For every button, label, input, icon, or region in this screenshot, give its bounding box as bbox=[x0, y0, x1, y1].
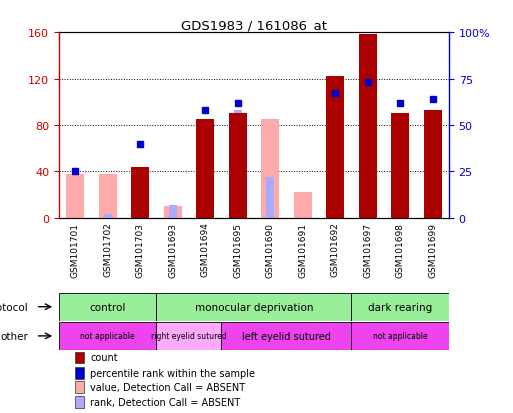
Text: rank, Detection Call = ABSENT: rank, Detection Call = ABSENT bbox=[90, 397, 241, 407]
Bar bbox=[351, 322, 449, 350]
Bar bbox=[424, 111, 442, 218]
Text: GSM101703: GSM101703 bbox=[136, 222, 145, 277]
Bar bbox=[74, 396, 84, 408]
Text: dark rearing: dark rearing bbox=[368, 302, 432, 312]
Text: GSM101702: GSM101702 bbox=[103, 222, 112, 277]
Bar bbox=[156, 293, 351, 321]
Text: monocular deprivation: monocular deprivation bbox=[195, 302, 313, 312]
Bar bbox=[261, 120, 279, 218]
Text: other: other bbox=[0, 331, 28, 341]
Text: GSM101691: GSM101691 bbox=[298, 222, 307, 277]
Text: value, Detection Call = ABSENT: value, Detection Call = ABSENT bbox=[90, 382, 245, 392]
Text: GSM101690: GSM101690 bbox=[266, 222, 274, 277]
Bar bbox=[59, 293, 156, 321]
Text: GSM101694: GSM101694 bbox=[201, 222, 210, 277]
Bar bbox=[326, 77, 344, 218]
Text: control: control bbox=[90, 302, 126, 312]
Bar bbox=[74, 352, 84, 363]
Text: protocol: protocol bbox=[0, 302, 28, 312]
Text: GSM101695: GSM101695 bbox=[233, 222, 242, 277]
Text: GSM101693: GSM101693 bbox=[168, 222, 177, 277]
Bar bbox=[294, 193, 311, 218]
Bar bbox=[169, 205, 177, 218]
Bar bbox=[222, 322, 351, 350]
Text: count: count bbox=[90, 353, 118, 363]
Bar bbox=[266, 178, 274, 218]
Bar bbox=[74, 367, 84, 379]
Bar bbox=[59, 322, 156, 350]
Bar bbox=[156, 322, 222, 350]
Bar bbox=[99, 174, 116, 218]
Text: GSM101692: GSM101692 bbox=[331, 222, 340, 277]
Bar bbox=[391, 114, 409, 218]
Text: GSM101697: GSM101697 bbox=[363, 222, 372, 277]
Text: not applicable: not applicable bbox=[81, 332, 135, 341]
Bar bbox=[74, 382, 84, 393]
Bar bbox=[233, 111, 242, 218]
Bar bbox=[66, 174, 84, 218]
Text: GSM101699: GSM101699 bbox=[428, 222, 437, 277]
Text: percentile rank within the sample: percentile rank within the sample bbox=[90, 368, 255, 378]
Bar bbox=[359, 36, 377, 218]
Bar bbox=[131, 167, 149, 218]
Bar bbox=[164, 207, 182, 218]
Text: GSM101698: GSM101698 bbox=[396, 222, 405, 277]
Bar bbox=[229, 120, 247, 218]
Bar bbox=[351, 293, 449, 321]
Text: not applicable: not applicable bbox=[373, 332, 427, 341]
Bar bbox=[229, 114, 247, 218]
Bar bbox=[196, 120, 214, 218]
Text: right eyelid sutured: right eyelid sutured bbox=[151, 332, 227, 341]
Bar bbox=[104, 215, 112, 218]
Title: GDS1983 / 161086_at: GDS1983 / 161086_at bbox=[181, 19, 327, 32]
Text: GSM101701: GSM101701 bbox=[71, 222, 80, 277]
Text: left eyelid sutured: left eyelid sutured bbox=[242, 331, 331, 341]
